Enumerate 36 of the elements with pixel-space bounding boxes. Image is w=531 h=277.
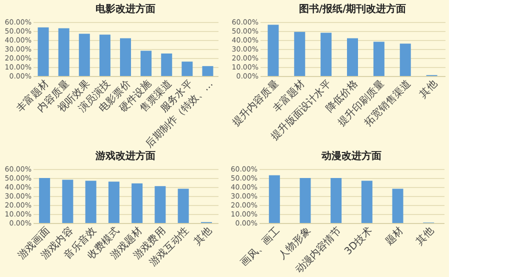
x-tick-label: 其他 — [416, 78, 440, 100]
chart-title: 电影改进方面 — [96, 3, 156, 15]
x-tick-label: 3D技术 — [342, 224, 375, 258]
bar — [373, 42, 384, 76]
chart-title: 游戏改进方面 — [94, 150, 156, 162]
x-tick-label: 其他 — [192, 224, 214, 248]
bar — [300, 178, 311, 223]
bar — [62, 180, 74, 223]
bar — [202, 66, 214, 76]
bar — [161, 54, 172, 76]
bar — [392, 188, 404, 223]
bar — [178, 188, 189, 223]
x-tick-label: 其他 — [414, 224, 436, 248]
bar — [120, 38, 131, 76]
bar — [108, 182, 120, 223]
bar — [99, 34, 110, 76]
chart-title: 动漫改进方面 — [320, 150, 382, 162]
bar — [132, 183, 143, 223]
bar — [182, 62, 193, 76]
bar — [320, 32, 332, 76]
bar — [78, 34, 90, 76]
bar — [140, 50, 152, 76]
bar — [400, 44, 411, 76]
bar — [330, 178, 342, 223]
chart-title: 图书/报纸/期刊改进方面 — [298, 3, 406, 15]
bar — [294, 32, 306, 76]
bar — [38, 27, 49, 76]
bar — [268, 175, 280, 223]
bar — [347, 38, 358, 76]
x-tick-label: 题材 — [382, 224, 406, 248]
bar — [361, 180, 372, 223]
bar — [268, 24, 279, 76]
bar — [85, 180, 96, 223]
bar — [154, 186, 166, 223]
bar — [39, 178, 50, 223]
bar — [58, 28, 70, 76]
